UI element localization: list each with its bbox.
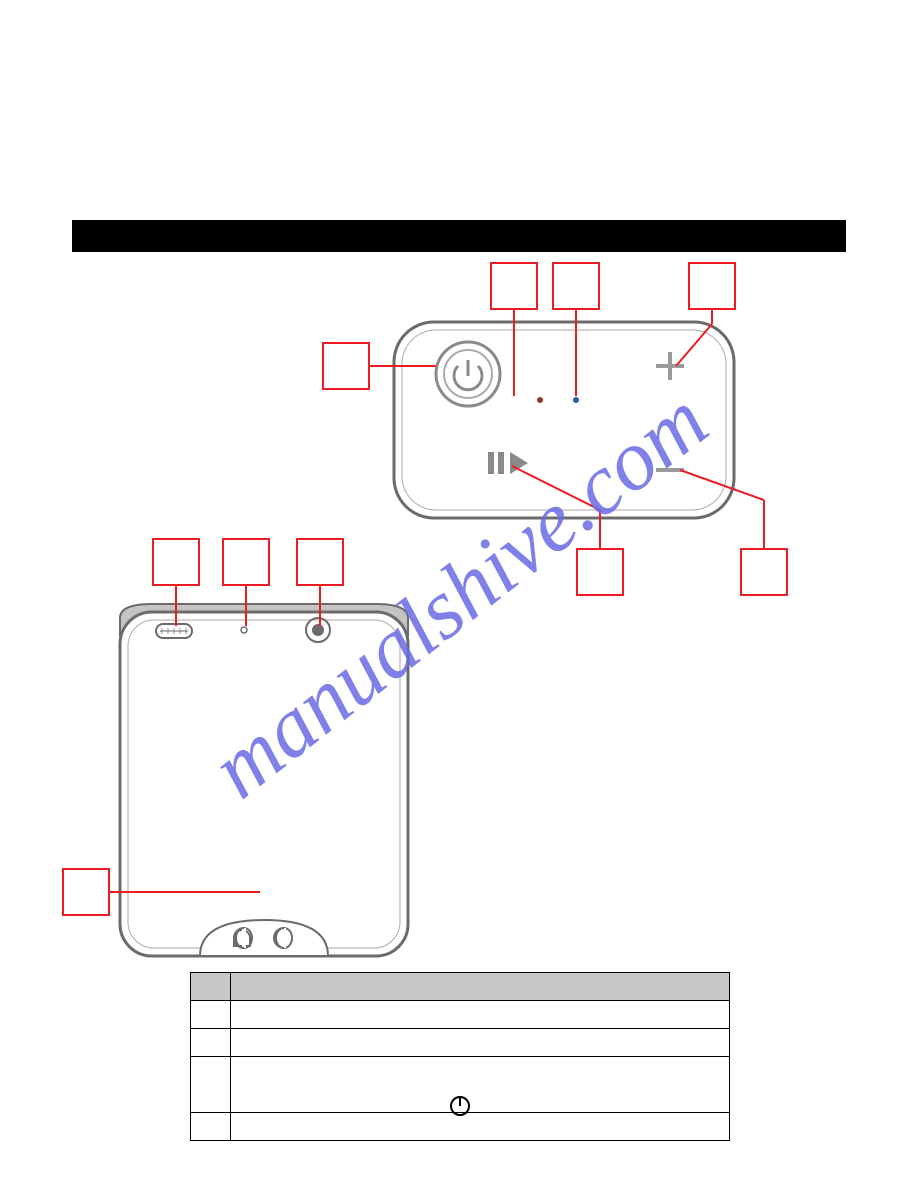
callout-leaders [0, 0, 918, 1188]
